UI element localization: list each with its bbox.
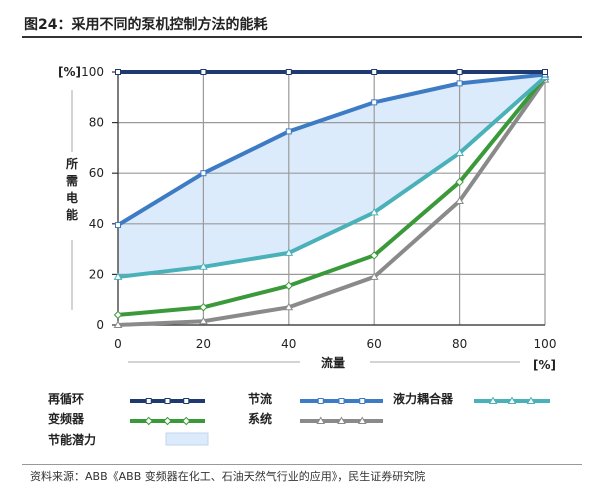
x-tick-label-100: 100	[534, 337, 557, 351]
series-1-point-4	[456, 80, 463, 87]
legend-marker-3-1	[163, 416, 172, 426]
legend-marker-0-1	[164, 398, 171, 404]
legend-marker-0-0	[145, 398, 152, 404]
series-2-point-4	[455, 148, 464, 156]
y-unit: [%]	[58, 65, 81, 79]
legend-marker-2-2	[526, 396, 536, 404]
series-4-point-4	[455, 196, 464, 205]
legend-swatch-area	[165, 432, 209, 446]
series-line-3	[117, 75, 547, 317]
y-tick-label-60: 60	[89, 166, 104, 180]
figure-title: 图24：采用不同的泵机控制方法的能耗	[24, 17, 268, 33]
series-line-1	[116, 72, 546, 227]
series-1-point-3	[371, 99, 378, 106]
series-0	[115, 69, 548, 75]
series-0-point-4	[456, 69, 463, 75]
legend-label-4: 系统	[248, 411, 272, 426]
x-tick-label-60: 60	[367, 337, 382, 351]
y-tick-label-40: 40	[89, 217, 104, 231]
x-tick-label-80: 80	[452, 337, 467, 351]
y-tick-label-80: 80	[89, 116, 104, 130]
series-1-point-1	[200, 170, 207, 177]
source-divider	[22, 464, 582, 465]
savings-area	[118, 74, 545, 277]
legend-label-area: 节能潜力	[48, 432, 96, 447]
y-tick-label-20: 20	[89, 267, 104, 281]
series-3-point-2	[284, 281, 294, 290]
series-4-point-3	[369, 272, 379, 280]
legend-marker-2-0	[488, 396, 498, 404]
legend-item-3: 变频器	[48, 411, 205, 426]
series-1-point-0	[115, 222, 121, 229]
series-3-point-1	[199, 303, 208, 312]
legend-item-2: 液力耦合器	[393, 391, 550, 406]
series-2-point-3	[369, 207, 379, 216]
series-3-point-4	[455, 177, 464, 187]
legend-label-3: 变频器	[48, 411, 85, 426]
legend-marker-1-1	[338, 398, 345, 404]
legend-marker-0-2	[183, 398, 190, 404]
x-tick-label-20: 20	[196, 337, 211, 351]
series-2-point-0	[113, 272, 123, 280]
legend-marker-4-1	[337, 416, 346, 424]
x-axis-label: 流量	[321, 355, 345, 370]
series-1-point-2	[285, 128, 292, 135]
series-3	[113, 72, 550, 320]
legend-item-4: 系统	[248, 411, 383, 426]
series-4-point-2	[284, 302, 294, 311]
series-0-point-5	[542, 69, 548, 75]
series-3-point-3	[369, 251, 379, 260]
legend-marker-1-2	[359, 398, 366, 404]
legend-marker-1-0	[317, 398, 324, 404]
series-4-point-1	[199, 316, 208, 325]
series-3-point-0	[113, 310, 123, 320]
legend-marker-4-0	[316, 416, 326, 424]
legend-marker-3-0	[144, 416, 153, 426]
series-2-point-1	[199, 262, 208, 270]
legend-label-2: 液力耦合器	[393, 391, 454, 406]
y-axis-label: 所需电能	[66, 156, 78, 222]
series-0-point-1	[200, 69, 207, 75]
source-note: 资料来源：ABB《ABB 变频器在化工、石油天然气行业的应用》，民生证券研究院	[30, 470, 426, 483]
y-tick-label-0: 0	[96, 318, 104, 332]
legend-item-1: 节流	[248, 391, 383, 406]
series-0-point-2	[285, 69, 292, 75]
legend-marker-3-2	[182, 416, 191, 426]
y-tick-label-100: 100	[81, 65, 104, 79]
x-tick-label-0: 0	[114, 337, 122, 351]
legend-item-0: 再循环	[48, 391, 205, 406]
legend-label-1: 节流	[248, 391, 272, 406]
figure-title-bar: 图24：采用不同的泵机控制方法的能耗	[22, 10, 582, 38]
series-line-2	[117, 75, 547, 279]
legend-marker-4-2	[357, 416, 367, 424]
legend-item-area: 节能潜力	[48, 432, 209, 447]
legend-label-0: 再循环	[48, 391, 84, 406]
series-0-point-0	[115, 69, 121, 75]
series-line-4	[117, 78, 547, 327]
series-4-point-0	[113, 320, 123, 328]
x-unit: [%]	[533, 358, 556, 372]
series-0-point-3	[371, 69, 378, 75]
series-2-point-2	[284, 248, 294, 256]
x-tick-label-40: 40	[281, 337, 296, 351]
legend-marker-2-1	[507, 396, 517, 404]
